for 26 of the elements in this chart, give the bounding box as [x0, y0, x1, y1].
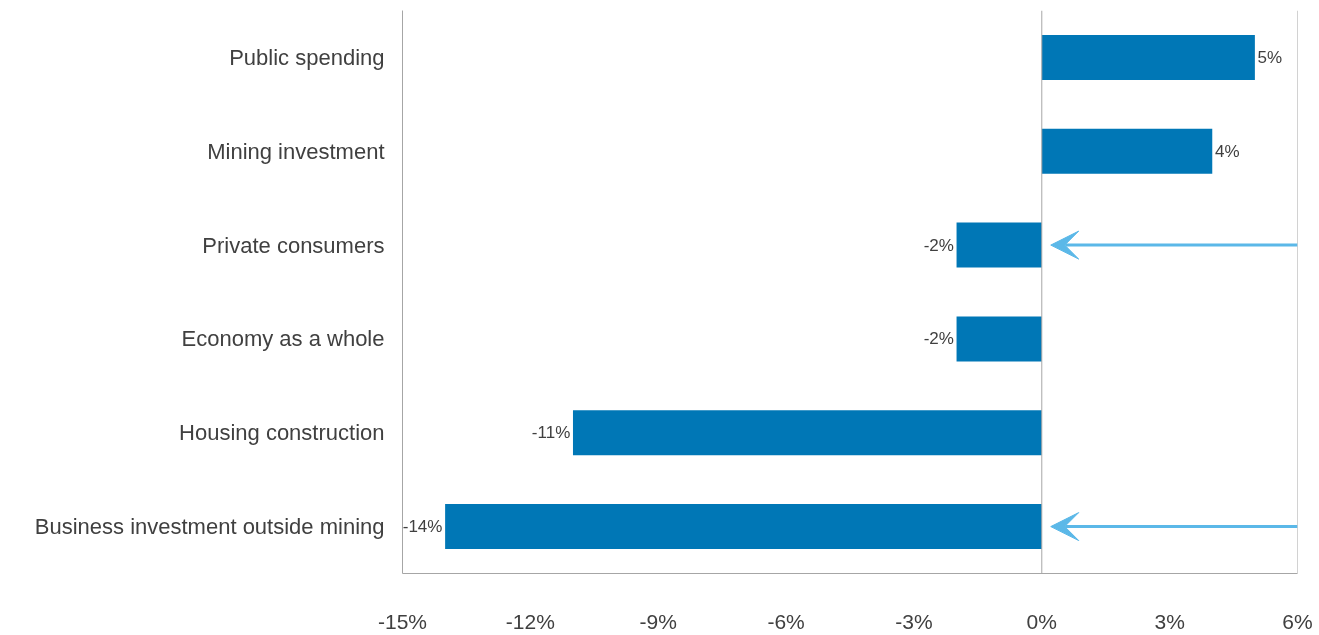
- bar: [1041, 128, 1213, 174]
- data-label: -2%: [923, 329, 954, 349]
- data-label: -2%: [923, 235, 954, 255]
- data-label: -11%: [531, 423, 571, 443]
- x-tick-label: -3%: [895, 609, 933, 633]
- bar: [1041, 34, 1255, 80]
- x-tick-label: -6%: [767, 609, 805, 633]
- bar: [956, 222, 1042, 268]
- y-tick-label: Economy as a whole: [181, 326, 385, 352]
- data-label: 5%: [1257, 47, 1283, 67]
- y-tick-label: Mining investment: [207, 138, 385, 164]
- x-tick-label: -12%: [505, 609, 555, 633]
- data-label: -14%: [402, 517, 443, 537]
- y-tick-label: Business investment outside mining: [34, 514, 385, 540]
- bar: [956, 316, 1042, 362]
- bar: [572, 410, 1042, 456]
- x-tick-label: -15%: [377, 609, 428, 633]
- y-tick-label: Housing construction: [179, 420, 385, 446]
- x-tick-label: -9%: [639, 609, 677, 633]
- data-label: 4%: [1214, 141, 1240, 161]
- bar: [445, 504, 1042, 550]
- x-tick-label: 6%: [1282, 609, 1313, 633]
- y-tick-label: Public spending: [229, 44, 385, 70]
- x-tick-label: 3%: [1154, 609, 1185, 633]
- y-tick-label: Private consumers: [202, 232, 385, 258]
- x-tick-label: 0%: [1026, 609, 1057, 633]
